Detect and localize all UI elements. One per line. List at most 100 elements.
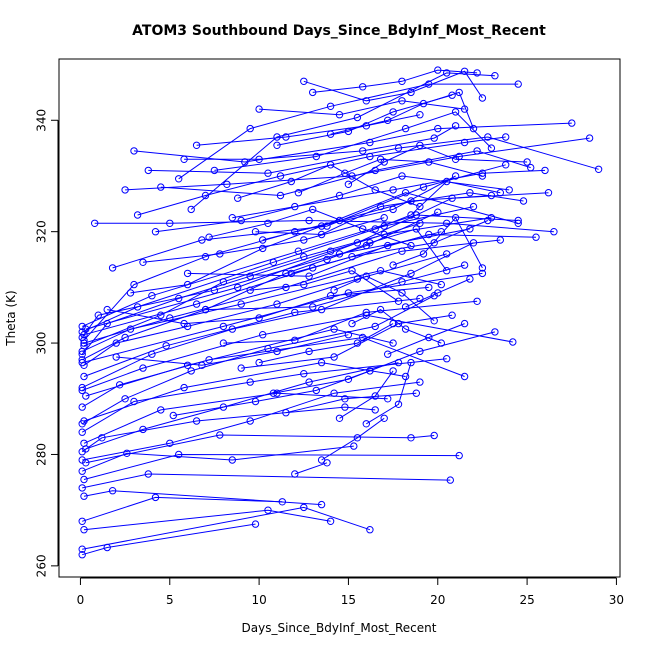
data-point	[317, 222, 326, 230]
data-point	[259, 244, 267, 253]
series-line	[276, 94, 453, 146]
data-point	[362, 97, 370, 105]
data-point	[169, 411, 178, 420]
data-point	[78, 403, 86, 411]
data-point	[425, 333, 433, 342]
data-point	[398, 172, 406, 180]
data-point	[401, 124, 410, 133]
data-point	[326, 292, 335, 300]
data-point	[398, 97, 406, 105]
data-point	[330, 389, 338, 397]
data-point	[259, 331, 267, 339]
data-point	[323, 459, 331, 467]
data-point	[455, 88, 463, 97]
data-point	[148, 350, 156, 358]
data-point	[192, 300, 201, 308]
data-point	[291, 470, 299, 478]
data-series	[237, 311, 456, 372]
data-point	[187, 205, 195, 214]
data-point	[430, 292, 438, 300]
series-line	[312, 69, 478, 93]
data-point	[366, 367, 374, 375]
data-point	[300, 503, 308, 512]
data-series	[228, 166, 549, 222]
data-point	[451, 108, 460, 116]
data-series	[108, 161, 510, 272]
data-series	[80, 506, 335, 534]
data-series	[291, 459, 331, 478]
x-tick-label: 15	[341, 593, 356, 607]
data-point	[139, 425, 147, 434]
data-series	[294, 155, 487, 197]
data-point	[344, 127, 353, 136]
data-point	[407, 241, 415, 250]
data-point	[255, 105, 263, 113]
data-point	[469, 124, 478, 133]
data-point	[78, 356, 86, 364]
data-point	[359, 147, 367, 155]
y-axis-label: Theta (K)	[4, 290, 18, 346]
data-point	[502, 133, 510, 141]
data-point	[157, 311, 165, 319]
data-point	[126, 289, 135, 297]
series-line	[82, 381, 420, 461]
data-point	[80, 492, 88, 500]
data-point	[330, 286, 338, 294]
data-point	[273, 347, 281, 356]
series-line	[294, 462, 328, 475]
data-point	[162, 342, 170, 350]
data-point	[487, 144, 496, 152]
data-point	[455, 451, 463, 460]
data-point	[78, 484, 86, 492]
series-line	[208, 208, 412, 247]
data-point	[398, 278, 406, 286]
data-point	[434, 208, 442, 216]
data-point	[335, 191, 344, 200]
data-point	[478, 94, 487, 102]
data-point	[407, 434, 415, 442]
data-series	[183, 228, 445, 280]
data-point	[323, 222, 331, 230]
data-point	[309, 303, 317, 311]
data-point	[451, 214, 460, 222]
data-point	[148, 292, 156, 300]
data-series	[91, 216, 558, 236]
data-point	[219, 339, 228, 347]
data-series	[80, 172, 460, 344]
data-point	[251, 520, 260, 528]
data-point	[376, 267, 385, 275]
data-point	[183, 361, 192, 369]
data-point	[291, 202, 299, 211]
x-tick-label: 5	[166, 593, 174, 607]
data-point	[300, 77, 308, 86]
data-series	[78, 267, 445, 356]
data-series	[80, 250, 451, 369]
data-point	[514, 80, 522, 88]
data-point	[78, 551, 86, 559]
data-point	[139, 258, 147, 266]
data-point	[487, 214, 496, 222]
x-tick-label: 0	[77, 593, 85, 607]
data-point	[371, 322, 379, 331]
series-line	[125, 137, 590, 191]
data-point	[246, 417, 254, 425]
data-point	[568, 119, 576, 127]
data-point	[108, 487, 117, 495]
series-line	[82, 473, 451, 489]
data-point	[407, 88, 415, 97]
series-line	[291, 220, 488, 274]
series-line	[81, 295, 435, 425]
data-point	[505, 186, 513, 194]
data-point	[317, 305, 326, 314]
data-series	[78, 355, 451, 436]
data-point	[460, 261, 469, 269]
data-point	[108, 264, 117, 272]
data-point	[353, 339, 362, 347]
data-point	[394, 297, 403, 305]
data-point	[228, 214, 237, 222]
series-line	[232, 169, 546, 219]
data-point	[344, 289, 353, 297]
data-point	[126, 325, 135, 333]
data-point	[151, 493, 160, 502]
data-point	[78, 350, 86, 358]
